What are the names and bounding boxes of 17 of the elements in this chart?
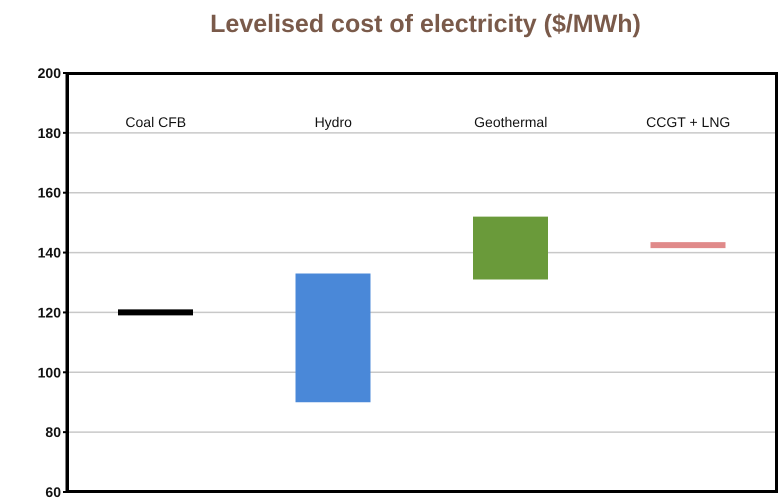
bar (118, 309, 193, 316)
y-tick-label: 200 (38, 64, 62, 81)
y-tick-label: 140 (38, 244, 62, 261)
y-tick-label: 100 (38, 364, 62, 380)
bar (650, 242, 726, 248)
x-tick-label: Coal CFB (125, 114, 186, 130)
y-tick-label: 160 (38, 184, 62, 201)
y-tick-label: 120 (38, 304, 62, 320)
y-tick-label: 80 (45, 424, 62, 440)
y-tick-label: 180 (38, 124, 62, 141)
bar (296, 274, 370, 402)
x-tick-label: Geothermal (474, 114, 548, 130)
bar (473, 216, 548, 280)
x-tick-label: Hydro (314, 114, 352, 130)
x-tick-label: CCGT + LNG (646, 114, 730, 130)
chart-title: Levelised cost of electricity ($/MWh) (209, 10, 642, 39)
y-tick-label: 60 (45, 484, 62, 498)
